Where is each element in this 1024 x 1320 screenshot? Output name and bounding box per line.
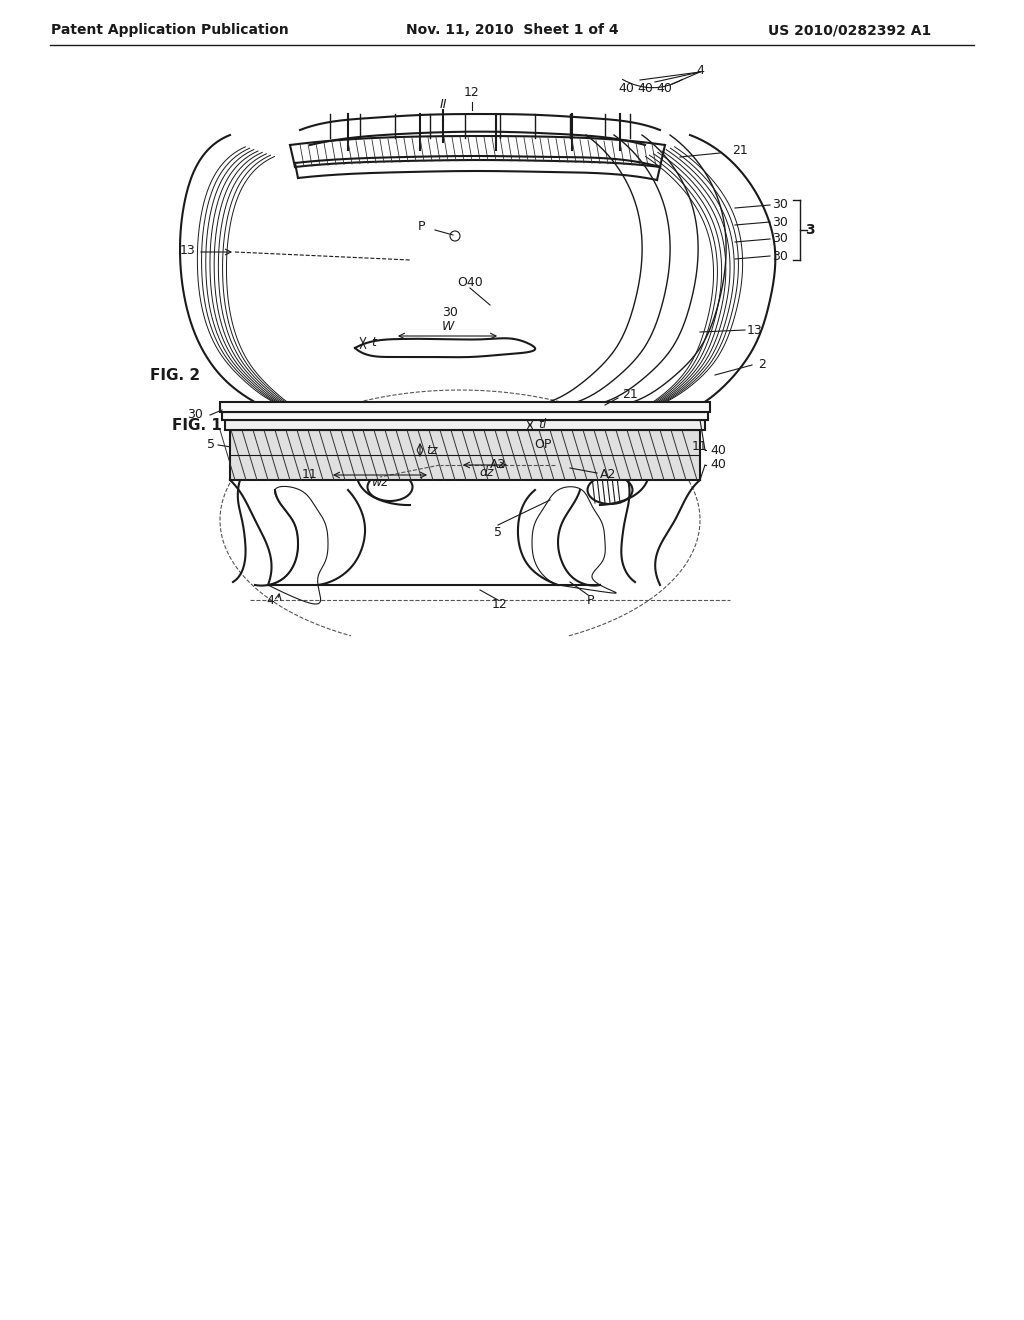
Text: II: II bbox=[439, 99, 446, 111]
Text: W: W bbox=[441, 321, 455, 334]
Text: 4: 4 bbox=[266, 594, 274, 606]
Text: tz: tz bbox=[426, 444, 437, 457]
Text: 12: 12 bbox=[464, 86, 480, 99]
Text: O40: O40 bbox=[457, 276, 483, 289]
Text: 30: 30 bbox=[442, 305, 458, 318]
Text: 21: 21 bbox=[732, 144, 748, 157]
Text: 40: 40 bbox=[637, 82, 653, 95]
Text: Patent Application Publication: Patent Application Publication bbox=[51, 22, 289, 37]
Text: 5: 5 bbox=[494, 525, 502, 539]
Text: 40: 40 bbox=[656, 82, 672, 95]
Text: FIG. 2: FIG. 2 bbox=[150, 367, 200, 383]
Text: 21: 21 bbox=[623, 388, 638, 401]
Text: 2: 2 bbox=[758, 359, 766, 371]
Text: OP: OP bbox=[535, 438, 552, 451]
Text: 30: 30 bbox=[772, 198, 787, 211]
Text: dz: dz bbox=[480, 466, 495, 479]
Text: 12: 12 bbox=[493, 598, 508, 611]
Text: P: P bbox=[587, 594, 594, 606]
Text: wz: wz bbox=[372, 475, 388, 488]
Text: 30: 30 bbox=[772, 249, 787, 263]
Text: US 2010/0282392 A1: US 2010/0282392 A1 bbox=[768, 22, 932, 37]
Text: 13: 13 bbox=[179, 243, 195, 256]
Text: ti: ti bbox=[538, 418, 546, 432]
Text: P: P bbox=[418, 220, 425, 234]
Text: 11: 11 bbox=[302, 469, 317, 482]
Polygon shape bbox=[225, 420, 705, 430]
Text: 40: 40 bbox=[710, 458, 726, 471]
Text: 4: 4 bbox=[696, 63, 703, 77]
Text: Nov. 11, 2010  Sheet 1 of 4: Nov. 11, 2010 Sheet 1 of 4 bbox=[406, 22, 618, 37]
Text: A2: A2 bbox=[600, 469, 616, 482]
Polygon shape bbox=[230, 430, 700, 480]
Polygon shape bbox=[220, 403, 710, 412]
Text: 13: 13 bbox=[748, 323, 763, 337]
Polygon shape bbox=[222, 412, 708, 420]
Text: 40: 40 bbox=[618, 82, 634, 95]
Text: 30: 30 bbox=[772, 232, 787, 246]
Text: 30: 30 bbox=[772, 215, 787, 228]
Text: 40: 40 bbox=[710, 444, 726, 457]
Text: 11: 11 bbox=[692, 441, 708, 454]
Text: 30: 30 bbox=[187, 408, 203, 421]
Text: 3: 3 bbox=[805, 223, 815, 238]
Text: FIG. 1: FIG. 1 bbox=[172, 417, 222, 433]
Text: A2: A2 bbox=[489, 458, 506, 471]
Text: t: t bbox=[372, 337, 377, 350]
Text: 5: 5 bbox=[207, 438, 215, 451]
